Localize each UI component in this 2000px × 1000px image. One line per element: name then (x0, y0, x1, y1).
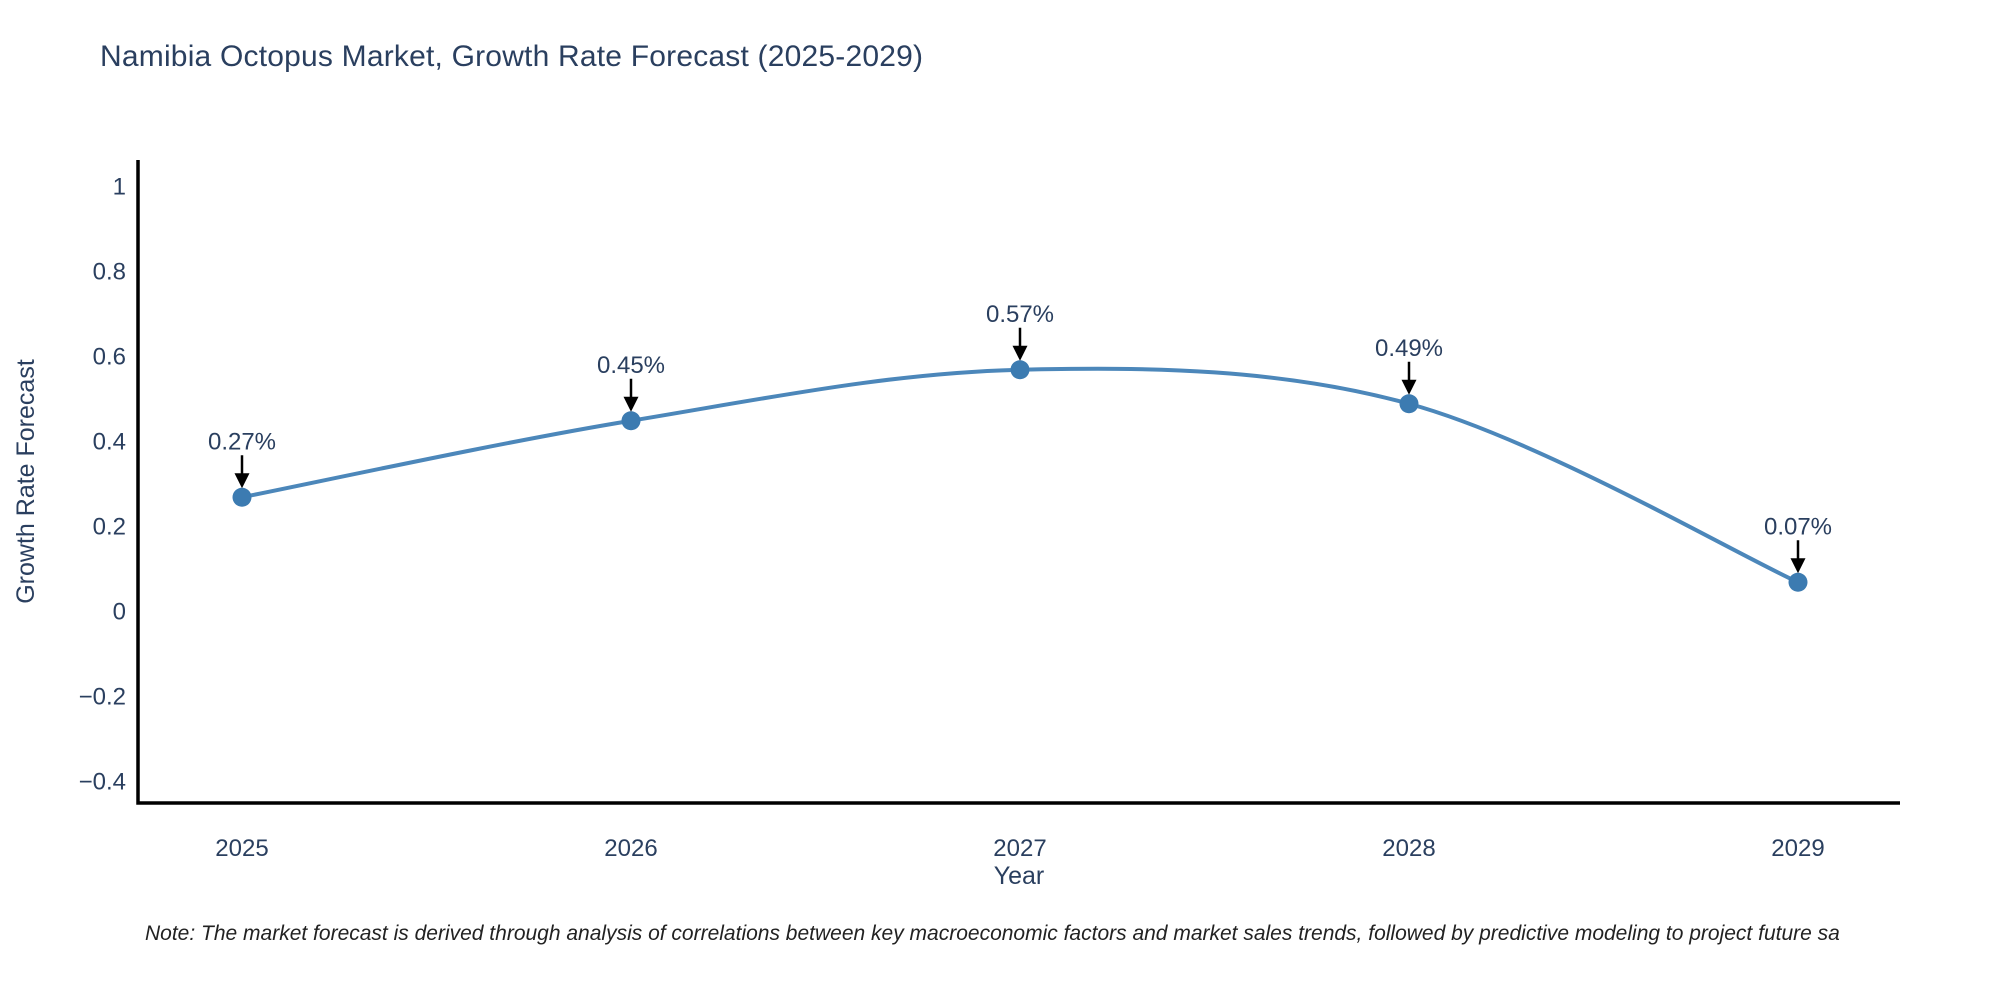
x-tick-label: 2025 (215, 835, 268, 862)
x-tick-label: 2029 (1771, 835, 1824, 862)
y-tick-label: −0.4 (79, 769, 126, 796)
y-tick-label: −0.2 (79, 684, 126, 711)
annotation-value-label: 0.07% (1764, 513, 1832, 540)
y-tick-label: 0.6 (93, 344, 126, 371)
annotation-value-label: 0.49% (1375, 335, 1443, 362)
data-point-marker (1399, 394, 1419, 414)
chart-title: Namibia Octopus Market, Growth Rate Fore… (100, 40, 924, 73)
y-tick-label: 0.8 (93, 259, 126, 286)
annotation-arrowhead (1401, 379, 1417, 395)
footnote: Note: The market forecast is derived thr… (145, 922, 1840, 945)
y-tick-label: 0.2 (93, 514, 126, 541)
y-tick-label: 0.4 (93, 429, 126, 456)
annotation-value-label: 0.27% (208, 428, 276, 455)
annotation-arrowhead (234, 473, 250, 489)
annotation-arrowhead (1790, 558, 1806, 574)
annotation-value-label: 0.45% (597, 352, 665, 379)
x-tick-label: 2026 (604, 835, 657, 862)
annotation-value-label: 0.57% (986, 301, 1054, 328)
axis-lines (136, 160, 1900, 805)
data-point-marker (1788, 572, 1808, 592)
y-axis-title: Growth Rate Forecast (12, 359, 40, 604)
trend-line (240, 366, 1800, 585)
annotation-arrowhead (1012, 345, 1028, 361)
y-tick-label: 0 (113, 599, 126, 626)
data-point-marker (232, 487, 252, 507)
y-tick-label: 1 (113, 174, 126, 201)
data-point-marker (621, 411, 641, 431)
x-axis-title: Year (994, 862, 1045, 890)
x-tick-label: 2027 (993, 835, 1046, 862)
x-tick-label: 2028 (1382, 835, 1435, 862)
data-point-marker (1010, 360, 1030, 380)
annotation-arrowhead (623, 396, 639, 412)
